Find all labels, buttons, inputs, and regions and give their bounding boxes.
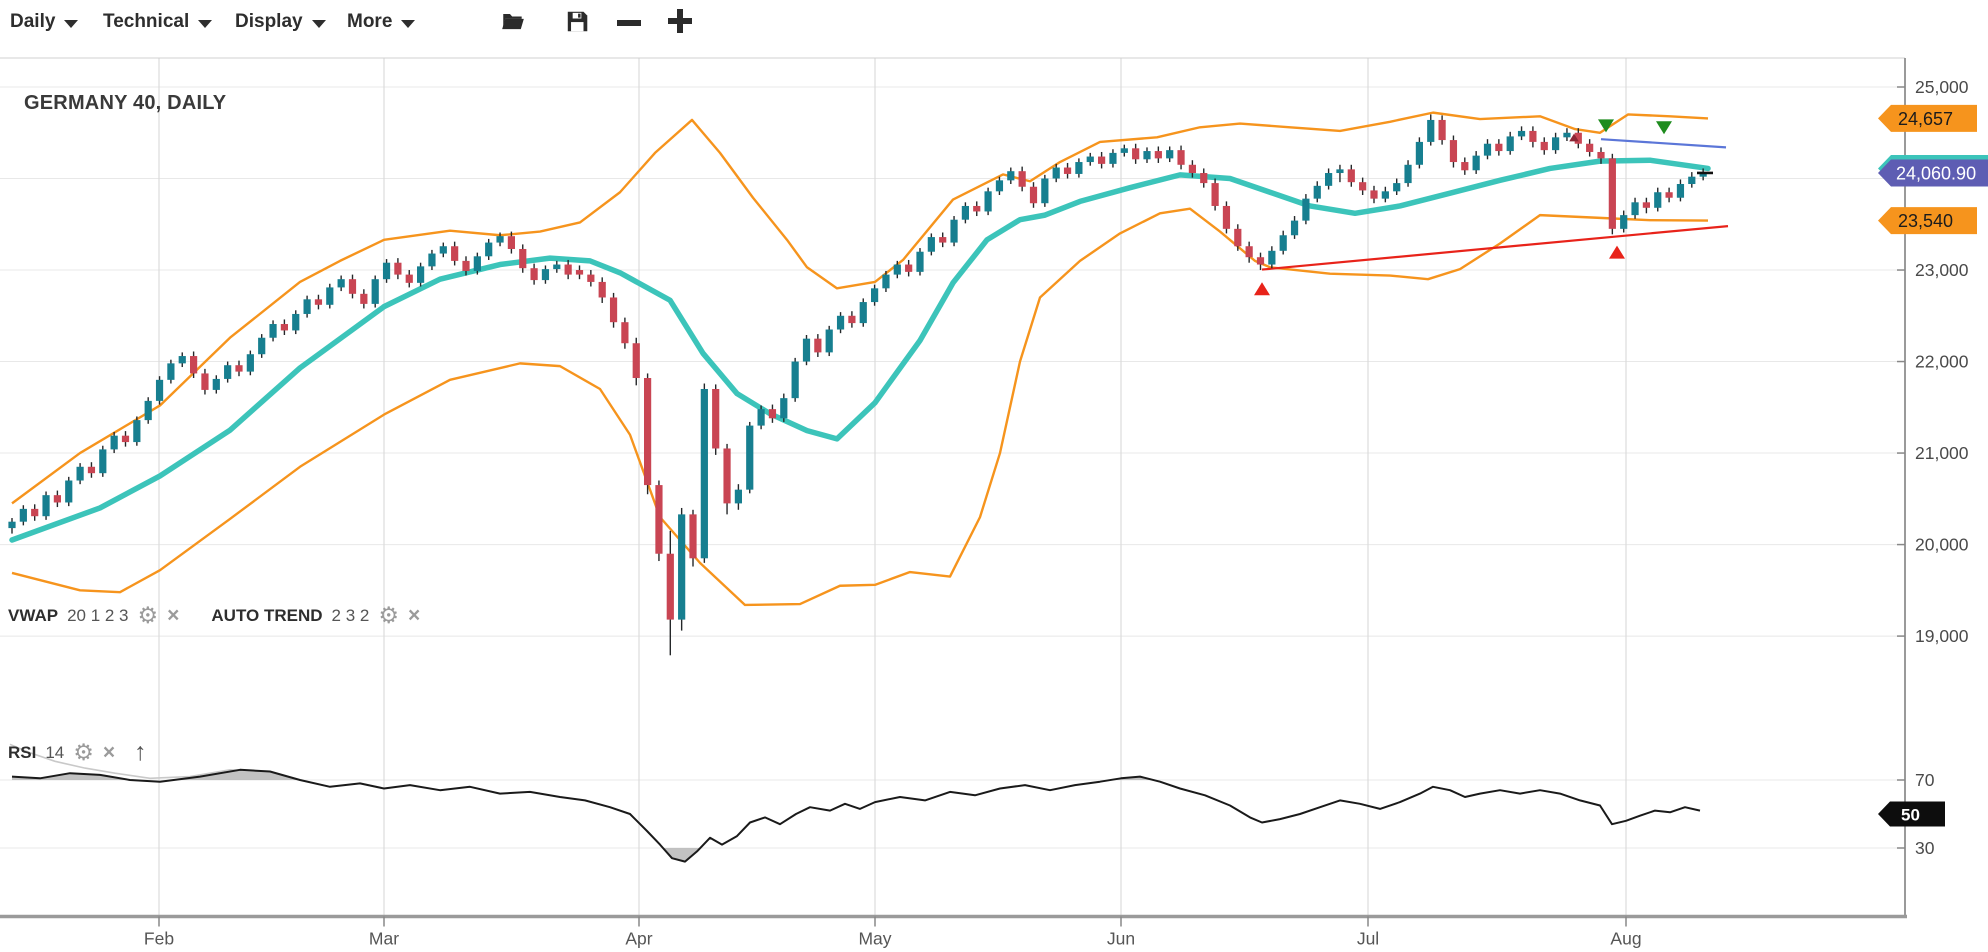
toolbar: Daily Technical Display More (0, 0, 1988, 55)
svg-text:21,000: 21,000 (1915, 443, 1969, 463)
sell-signal (1656, 121, 1672, 135)
svg-text:Jul: Jul (1357, 929, 1379, 949)
rsi-settings-gear-icon[interactable]: ⚙ (73, 739, 94, 765)
upper-band (11, 111, 1709, 505)
trendlines[interactable] (1261, 138, 1729, 271)
vwap-line (9, 157, 1711, 543)
vwap-indicator-row: VWAP 20 1 2 3 ⚙ × AUTO TREND 2 3 2 ⚙ × (8, 604, 420, 627)
svg-text:22,000: 22,000 (1915, 352, 1969, 372)
rsi-value-badge (1878, 801, 1945, 827)
buy-signal (1609, 245, 1625, 259)
svg-text:May: May (858, 929, 891, 949)
menu-timeframe-label: Daily (10, 11, 56, 32)
svg-text:23,540: 23,540 (1898, 211, 1953, 231)
signal-markers (1254, 119, 1672, 296)
svg-text:20,000: 20,000 (1915, 535, 1969, 555)
support-trendline (1261, 225, 1729, 271)
svg-text:24,060.90: 24,060.90 (1896, 163, 1976, 183)
svg-text:Mar: Mar (369, 929, 399, 949)
minor-signal (1569, 133, 1579, 142)
vwap-remove-icon[interactable]: × (167, 604, 180, 627)
vwap-indicator-params: 20 1 2 3 (67, 605, 129, 625)
chevron-down-icon (401, 19, 416, 28)
menu-timeframe[interactable]: Daily (10, 11, 79, 33)
auto-trend-settings-gear-icon[interactable]: ⚙ (378, 602, 399, 628)
upper-band-badge (1878, 104, 1977, 132)
svg-text:70: 70 (1915, 770, 1935, 790)
menu-more[interactable]: More (347, 11, 416, 33)
svg-text:Feb: Feb (144, 929, 174, 949)
vwap-bands (11, 111, 1709, 607)
menu-technical[interactable]: Technical (103, 11, 213, 33)
chevron-down-icon (64, 19, 79, 28)
rsi-indicator-row: RSI 14 ⚙ × ↑ (8, 740, 147, 765)
price-badges: 24,657 24,060.90 23,540 50 (1878, 104, 1988, 827)
svg-text:50: 50 (1901, 806, 1920, 825)
menu-more-label: More (347, 11, 393, 32)
candles (8, 114, 1713, 656)
zoom-out-icon[interactable] (617, 20, 641, 26)
last-price-badge (1878, 159, 1988, 187)
svg-text:Aug: Aug (1610, 929, 1641, 949)
gridlines (0, 58, 1905, 917)
menu-technical-label: Technical (103, 11, 190, 32)
chart-title: GERMANY 40, DAILY (24, 92, 227, 114)
lower-band-badge (1878, 207, 1977, 235)
vwap-settings-gear-icon[interactable]: ⚙ (137, 602, 159, 628)
buy-signal (1254, 282, 1270, 296)
rsi-plot (9, 743, 1701, 863)
auto-trend-remove-icon[interactable]: × (407, 604, 421, 627)
svg-text:30: 30 (1915, 838, 1935, 858)
svg-text:Apr: Apr (625, 929, 652, 949)
axes[interactable]: 25,000 23,000 22,000 21,000 20,000 19,000 70 30… (0, 57, 1969, 949)
menu-display[interactable]: Display (235, 11, 326, 33)
chevron-down-icon (198, 19, 213, 28)
lower-band (11, 207, 1709, 607)
auto-trend-indicator-name: AUTO TREND (211, 605, 323, 625)
sell-signal (1598, 119, 1614, 133)
svg-text:24,657: 24,657 (1898, 109, 1953, 129)
rsi-remove-icon[interactable]: × (102, 741, 116, 764)
open-folder-icon[interactable] (500, 8, 526, 34)
svg-text:23,000: 23,000 (1915, 260, 1969, 280)
vwap-indicator-name: VWAP (8, 605, 59, 625)
svg-text:25,000: 25,000 (1915, 77, 1969, 97)
svg-text:19,000: 19,000 (1915, 626, 1969, 646)
auto-trend-indicator-params: 2 3 2 (331, 605, 370, 625)
move-pane-up-icon[interactable]: ↑ (134, 738, 147, 766)
save-icon[interactable] (564, 8, 590, 34)
chevron-down-icon (311, 19, 326, 28)
menu-display-label: Display (235, 11, 303, 32)
svg-text:Jun: Jun (1107, 929, 1135, 949)
resistance-trendline (1600, 138, 1727, 149)
zoom-in-icon[interactable] (668, 9, 692, 33)
rsi-indicator-params: 14 (45, 742, 65, 762)
rsi-indicator-name: RSI (8, 742, 37, 762)
